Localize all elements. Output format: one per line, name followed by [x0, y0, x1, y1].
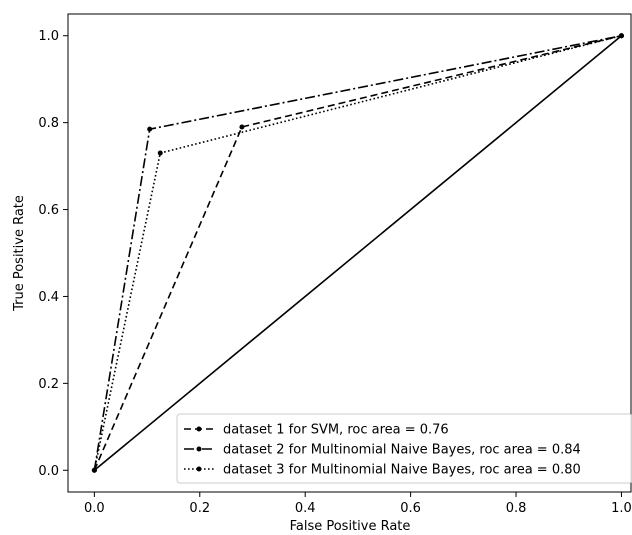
legend-marker	[196, 446, 202, 452]
x-tick-label: 0.0	[84, 501, 105, 516]
series-3-point	[157, 150, 163, 156]
axis-ticks: 0.0 0.2 0.4 0.6 0.8 1.0 0.0 0.2 0.4 0.6 0.8 1.0	[38, 29, 631, 516]
x-tick-label: 0.6	[400, 501, 421, 516]
x-tick-label: 0.2	[189, 501, 210, 516]
legend: dataset 1 for SVM, roc area = 0.76 datase…	[176, 413, 632, 484]
y-tick-label: 0.2	[38, 377, 59, 392]
legend-marker	[196, 426, 202, 432]
legend-entry: dataset 1 for SVM, roc area = 0.76	[223, 423, 449, 438]
plot-area	[67, 13, 632, 493]
series-2-point	[147, 126, 153, 132]
legend-marker	[196, 466, 202, 472]
series-3-point	[91, 467, 97, 473]
series-line-1	[93, 34, 622, 471]
x-tick-label: 0.4	[295, 501, 316, 516]
x-tick-label: 0.8	[506, 501, 527, 516]
series-line-3	[93, 34, 622, 471]
series-lines	[91, 33, 624, 473]
y-tick-label: 0.0	[38, 464, 59, 479]
legend-box	[176, 413, 632, 484]
diagonal-line	[93, 35, 622, 471]
y-tick-label: 0.6	[38, 203, 59, 218]
series-1-point	[239, 124, 245, 130]
series-3-point	[618, 33, 624, 39]
legend-entry: dataset 2 for Multinomial Naive Bayes, r…	[223, 443, 581, 458]
y-tick-label: 0.4	[38, 290, 59, 305]
x-tick-label: 1.0	[611, 501, 632, 516]
x-axis-label: False Positive Rate	[290, 519, 411, 534]
y-tick-label: 1.0	[38, 29, 59, 44]
y-tick-label: 0.8	[38, 116, 59, 131]
y-axis-label: True Positive Rate	[12, 195, 27, 312]
legend-entry: dataset 3 for Multinomial Naive Bayes, r…	[223, 463, 581, 478]
